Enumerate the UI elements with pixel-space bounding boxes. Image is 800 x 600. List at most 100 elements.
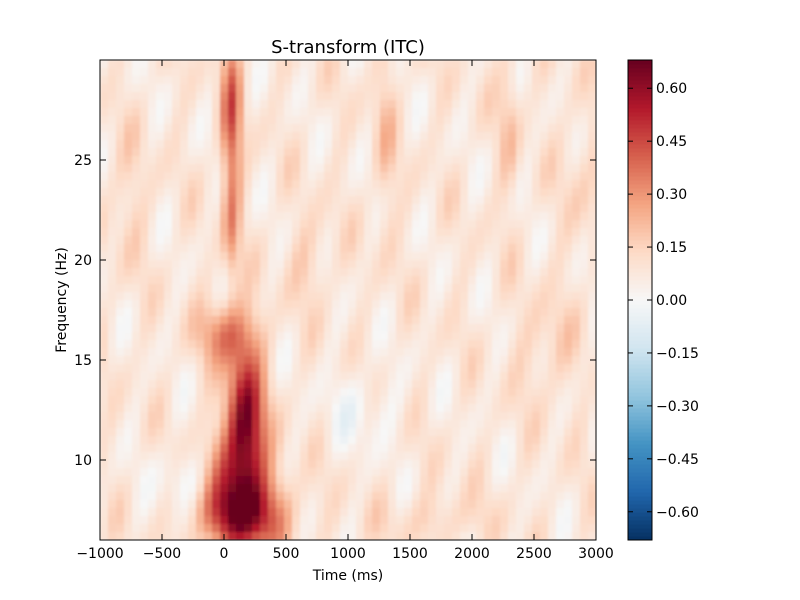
heatmap-cell [172,292,181,301]
heatmap-cell [260,180,269,189]
heatmap-cell [172,476,181,485]
heatmap-cell [212,484,221,493]
heatmap-cell [516,188,525,197]
colorbar-segment [628,308,652,313]
heatmap-cell [516,428,525,437]
heatmap-cell [148,492,157,501]
heatmap-cell [412,212,421,221]
heatmap-cell [436,476,445,485]
heatmap-cell [188,140,197,149]
heatmap-cell [380,468,389,477]
heatmap-cell [116,404,125,413]
heatmap-cell [388,284,397,293]
heatmap-cell [284,308,293,317]
colorbar-segment [628,240,652,245]
heatmap-cell [492,476,501,485]
heatmap-cell [156,284,165,293]
heatmap-cell [188,324,197,333]
heatmap-cell [340,252,349,261]
heatmap-cell [116,140,125,149]
heatmap-cell [324,212,333,221]
heatmap-cell [220,476,229,485]
heatmap-cell [156,436,165,445]
heatmap-cell [532,156,541,165]
heatmap-cell [148,68,157,77]
heatmap-cell [484,372,493,381]
heatmap-cell [436,372,445,381]
heatmap-cell [204,316,213,325]
heatmap-cell [132,396,141,405]
heatmap-cell [180,116,189,125]
heatmap-cell [300,148,309,157]
heatmap-cell [308,388,317,397]
heatmap-cell [444,308,453,317]
heatmap-cell [548,68,557,77]
heatmap-cell [172,444,181,453]
heatmap-cell [156,60,165,69]
heatmap-cell [492,92,501,101]
heatmap-cell [476,156,485,165]
heatmap-cell [556,452,565,461]
heatmap-cell [516,532,525,540]
heatmap-cell [540,68,549,77]
heatmap-cell [572,356,581,365]
heatmap-cell [180,292,189,301]
heatmap-cell [420,476,429,485]
heatmap-cell [164,308,173,317]
heatmap-cell [500,236,509,245]
heatmap-cell [252,236,261,245]
heatmap-cell [564,500,573,509]
heatmap-cell [452,468,461,477]
heatmap-cell [148,196,157,205]
heatmap-cell [540,420,549,429]
heatmap-cell [452,388,461,397]
heatmap-cell [364,172,373,181]
heatmap-cell [332,108,341,117]
heatmap-cell [476,204,485,213]
heatmap-cell [132,492,141,501]
heatmap-cell [492,268,501,277]
heatmap-cell [244,476,253,485]
heatmap-cell [572,324,581,333]
heatmap-cell [508,172,517,181]
colorbar-segment [628,436,652,441]
heatmap-cell [132,260,141,269]
heatmap-cell [132,308,141,317]
heatmap-cell [428,356,437,365]
heatmap-cell [236,92,245,101]
heatmap-cell [148,316,157,325]
heatmap-cell [444,452,453,461]
heatmap-cell [236,276,245,285]
heatmap-cell [532,196,541,205]
heatmap-cell [284,476,293,485]
heatmap-cell [532,268,541,277]
heatmap-cell [260,452,269,461]
heatmap-cell [428,212,437,221]
colorbar-segment [628,388,652,393]
heatmap-cell [180,524,189,533]
heatmap-cell [524,268,533,277]
heatmap-cell [444,180,453,189]
heatmap-cell [532,148,541,157]
heatmap-cell [444,60,453,69]
heatmap-cell [268,60,277,69]
heatmap-cell [164,356,173,365]
heatmap-cell [540,212,549,221]
heatmap-cell [532,484,541,493]
heatmap-cell [284,76,293,85]
heatmap-cell [188,436,197,445]
heatmap-cell [212,164,221,173]
heatmap-cell [236,436,245,445]
heatmap-cell [260,260,269,269]
heatmap-cell [292,108,301,117]
heatmap-cell [412,324,421,333]
heatmap-cell [492,372,501,381]
heatmap-cell [572,452,581,461]
heatmap-cell [220,100,229,109]
heatmap-cell [268,436,277,445]
heatmap-cell [268,140,277,149]
chart-title: S-transform (ITC) [271,37,425,58]
heatmap-cell [172,228,181,237]
heatmap-cell [156,84,165,93]
heatmap-cell [124,284,133,293]
